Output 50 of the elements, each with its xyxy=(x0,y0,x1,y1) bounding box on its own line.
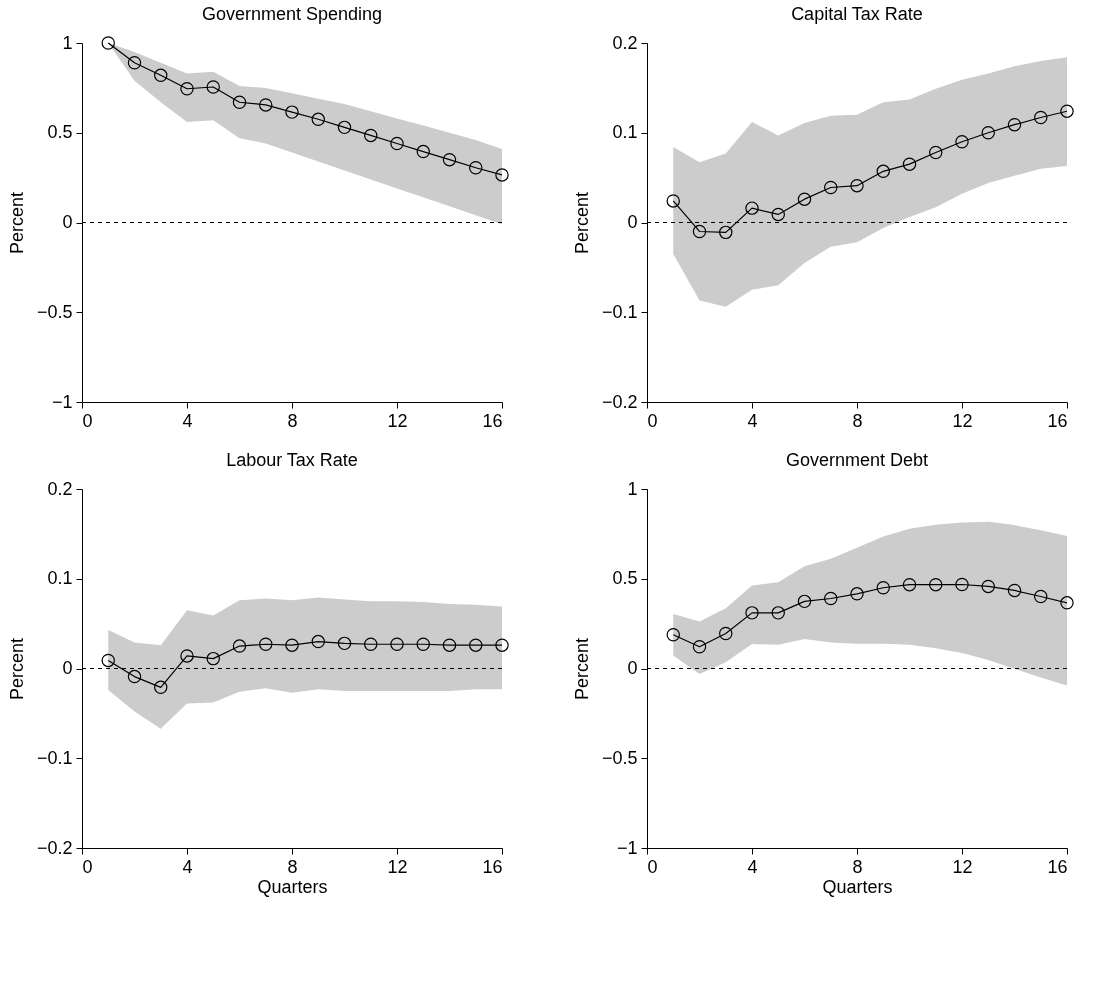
x-tick-label: 12 xyxy=(387,856,408,877)
y-tick-label: 0 xyxy=(627,658,638,678)
chart-title: Government Debt xyxy=(785,450,929,470)
y-tick-label: −0.5 xyxy=(601,747,638,768)
y-tick-label: −1 xyxy=(616,837,638,858)
y-axis-title: Percent xyxy=(6,637,27,701)
y-axis-title: Percent xyxy=(6,191,27,255)
x-tick-label: 4 xyxy=(182,856,193,877)
y-tick-label: 0 xyxy=(627,212,638,232)
x-tick-label: 4 xyxy=(182,410,193,431)
chart-title: Capital Tax Rate xyxy=(791,4,923,24)
x-tick-label: 4 xyxy=(747,410,758,431)
x-tick-label: 8 xyxy=(852,410,863,431)
x-axis-title: Quarters xyxy=(257,876,328,897)
x-tick-label: 16 xyxy=(482,856,503,877)
y-tick-label: 0.2 xyxy=(612,32,638,53)
x-tick-label: 8 xyxy=(852,856,863,877)
y-axis-title: Percent xyxy=(571,637,592,701)
x-tick-label: 4 xyxy=(747,856,758,877)
y-tick-label: 0 xyxy=(62,212,73,232)
y-tick-label: −0.1 xyxy=(601,301,638,322)
x-tick-label: 16 xyxy=(482,410,503,431)
y-axis-title: Percent xyxy=(571,191,592,255)
x-tick-label: 0 xyxy=(82,856,93,877)
x-tick-label: 0 xyxy=(82,410,93,431)
x-tick-label: 8 xyxy=(287,856,298,877)
y-tick-label: −1 xyxy=(51,391,73,412)
y-tick-label: 0.1 xyxy=(47,568,73,589)
y-tick-label: −0.5 xyxy=(36,301,73,322)
x-tick-label: 0 xyxy=(647,410,658,431)
chart-title: Government Spending xyxy=(201,4,383,24)
y-tick-label: 0.2 xyxy=(47,478,73,499)
x-tick-label: 12 xyxy=(952,856,973,877)
x-tick-label: 16 xyxy=(1047,856,1068,877)
y-tick-label: 0 xyxy=(62,658,73,678)
y-tick-label: −0.1 xyxy=(36,747,73,768)
x-axis-title: Quarters xyxy=(822,876,893,897)
y-tick-label: 0.5 xyxy=(47,122,73,143)
chart-title: Labour Tax Rate xyxy=(226,450,358,470)
y-tick-label: 1 xyxy=(62,32,73,53)
x-tick-label: 16 xyxy=(1047,410,1068,431)
y-tick-label: −0.2 xyxy=(601,391,638,412)
x-tick-label: 8 xyxy=(287,410,298,431)
y-tick-label: −0.2 xyxy=(36,837,73,858)
x-tick-label: 12 xyxy=(952,410,973,431)
y-tick-label: 1 xyxy=(627,478,638,499)
x-tick-label: 12 xyxy=(387,410,408,431)
y-tick-label: 0.1 xyxy=(612,122,638,143)
x-tick-label: 0 xyxy=(647,856,658,877)
y-tick-label: 0.5 xyxy=(612,568,638,589)
